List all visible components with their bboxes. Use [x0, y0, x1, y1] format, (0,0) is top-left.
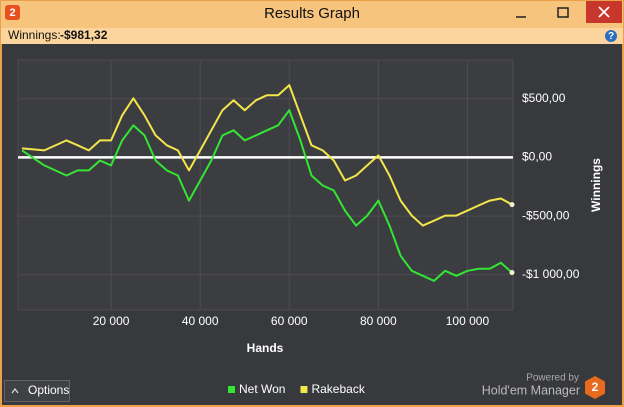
x-axis-label: Hands: [247, 341, 284, 355]
legend-label: Rakeback: [311, 382, 365, 396]
winnings-value: -$981,32: [60, 28, 108, 42]
x-tick-label: 40 000: [182, 314, 219, 328]
app-icon: [5, 5, 20, 20]
legend-label: Net Won: [239, 382, 285, 396]
brand-logo: [585, 376, 605, 399]
maximize-button[interactable]: [557, 7, 569, 18]
series-line: [21, 84, 513, 227]
winnings-label: Winnings:: [8, 28, 61, 42]
y-tick-label: -$500,00: [522, 208, 570, 222]
y-tick-label: $0,00: [522, 150, 552, 164]
help-button[interactable]: [605, 30, 617, 42]
end-marker: [509, 270, 515, 276]
toolbar: [1, 28, 623, 44]
brand-logo-text: 2: [592, 380, 599, 394]
y-axis-label: Winnings: [589, 158, 603, 212]
help-icon: ?: [608, 31, 614, 42]
powered-by: Powered by: [526, 373, 579, 384]
x-tick-label: 80 000: [360, 314, 397, 328]
x-tick-label: 100 000: [446, 314, 490, 328]
brand-name: Hold'em Manager: [482, 383, 580, 397]
options-caret: [11, 388, 19, 394]
title-bar: [1, 1, 623, 28]
x-tick-label: 60 000: [271, 314, 308, 328]
app-icon-text: 2: [9, 7, 15, 19]
window-title: Results Graph: [264, 5, 360, 22]
options-button[interactable]: [4, 380, 70, 402]
legend-swatch: [228, 386, 235, 393]
y-tick-label: $500,00: [522, 91, 566, 105]
options-text: Options: [28, 383, 69, 397]
y-tick-label: -$1 000,00: [522, 267, 580, 281]
end-marker: [509, 202, 515, 208]
legend-swatch: [300, 386, 308, 393]
x-tick-label: 20 000: [93, 314, 130, 328]
close-icon: [598, 6, 610, 18]
series-line: [21, 109, 513, 282]
plot-area: [17, 59, 514, 311]
